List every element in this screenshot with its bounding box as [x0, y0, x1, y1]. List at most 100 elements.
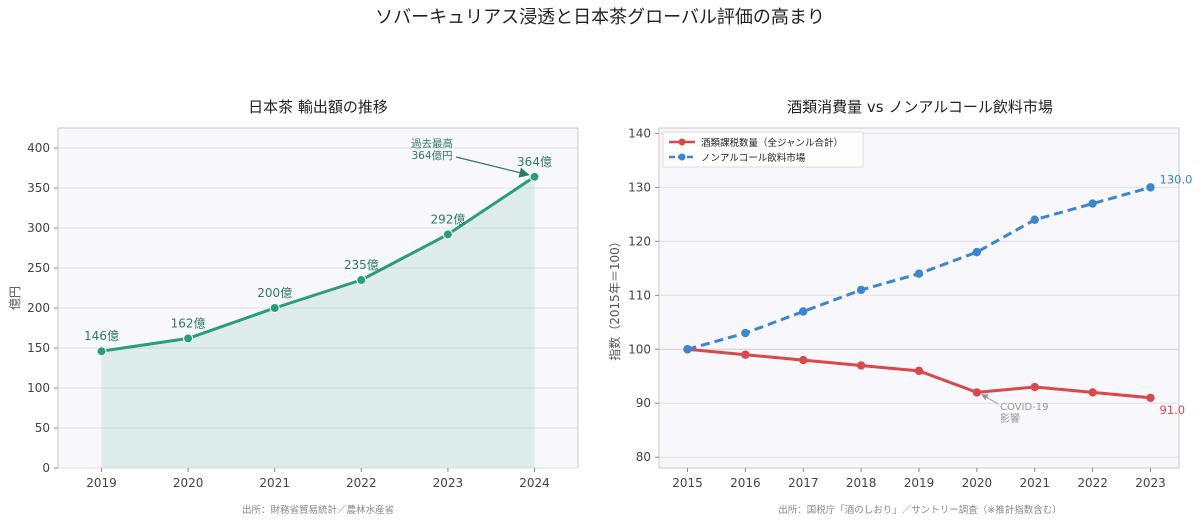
- data-point-nonalcohol: [856, 285, 866, 295]
- tea-export-chart: 日本茶 輸出額の推移 0 50 100 150 200 250 300 350 400 2019…: [8, 98, 579, 516]
- tea-data-point: [183, 333, 194, 344]
- data-point-nonalcohol: [1088, 199, 1097, 208]
- alcohol-y-tick-label: 90: [636, 396, 651, 410]
- covid-annotation-line-2: 影響: [1000, 412, 1020, 425]
- tea-data-point: [356, 275, 367, 285]
- alcohol-x-tick-label: 2016: [730, 476, 761, 490]
- tea-gridlines: [58, 147, 578, 469]
- alcohol-x-tick-label: 2018: [846, 476, 877, 490]
- tea-y-tick-label: 100: [27, 381, 50, 395]
- legend-marker-alcohol: [678, 138, 686, 146]
- covid-annotation-arrow: [981, 393, 999, 405]
- alcohol-end-labels: 91.0 130.0: [1160, 172, 1193, 416]
- alcohol-y-axis: 80 90 100 110 120 130 140: [628, 126, 659, 464]
- tea-x-tick-label: 2024: [519, 476, 550, 490]
- alcohol-legend: 酒類課税数量（全ジャンル合計） ノンアルコール飲料市場: [662, 131, 864, 168]
- tea-x-tick-label: 2022: [346, 476, 377, 490]
- tea-y-tick-label: 200: [27, 301, 50, 315]
- alcohol-y-tick-label: 130: [628, 180, 651, 194]
- tea-y-tick-label: 350: [27, 181, 50, 195]
- legend-label-nonalcohol: ノンアルコール飲料市場: [701, 152, 806, 164]
- alcohol-y-tick-label: 110: [628, 288, 651, 302]
- data-point-alcohol: [1030, 382, 1039, 392]
- alcohol-x-axis: 2015 2016 2017 2018 2019 2020 2021 2022 2023: [672, 468, 1166, 490]
- tea-data-point: [442, 229, 453, 240]
- tea-annotation: 過去最高 364億円: [411, 137, 530, 178]
- legend-label-alcohol: 酒類課税数量（全ジャンル合計）: [701, 137, 843, 149]
- data-point-alcohol: [914, 366, 924, 376]
- figure-title: ソバーキュリアス浸透と日本茶グローバル評価の高まり: [375, 7, 825, 28]
- tea-y-axis-label: 億円: [8, 286, 22, 310]
- data-point-nonalcohol: [1146, 183, 1155, 192]
- tea-annotation-line-2: 364億円: [411, 149, 452, 162]
- data-point-alcohol: [799, 355, 808, 365]
- alcohol-y-axis-label: 指数（2015年＝100）: [607, 235, 622, 360]
- alcohol-x-tick-label: 2022: [1077, 476, 1108, 490]
- alcohol-x-tick-label: 2015: [672, 476, 703, 490]
- alcohol-chart-title: 酒類消費量 vs ノンアルコール飲料市場: [787, 98, 1053, 116]
- data-point-alcohol: [1088, 388, 1097, 397]
- tea-data-label: 364億: [517, 155, 552, 169]
- end-label-nonalcohol: 130.0: [1160, 172, 1193, 186]
- data-point-alcohol: [856, 361, 866, 370]
- tea-data-labels: 146億 162億 200億 235億 292億 364億: [84, 155, 552, 343]
- tea-y-tick-label: 400: [27, 141, 50, 155]
- alcohol-index-chart: 酒類消費量 vs ノンアルコール飲料市場 80 90 100 110 120 130 140…: [607, 98, 1192, 516]
- tea-x-tick-label: 2023: [433, 476, 464, 490]
- tea-y-tick-label: 250: [27, 261, 50, 275]
- data-point-nonalcohol: [683, 345, 692, 354]
- data-point-nonalcohol: [741, 328, 750, 338]
- tea-data-point: [269, 303, 280, 313]
- covid-annotation-line-1: COVID-19: [1000, 402, 1049, 413]
- tea-series-line: [101, 175, 536, 353]
- alcohol-x-tick-label: 2023: [1135, 476, 1166, 490]
- alcohol-y-tick-label: 120: [628, 234, 651, 248]
- data-point-nonalcohol: [799, 307, 808, 316]
- end-label-alcohol: 91.0: [1160, 403, 1186, 417]
- legend-box: [662, 131, 864, 168]
- alcohol-y-tick-label: 100: [628, 342, 651, 356]
- data-point-nonalcohol: [972, 247, 982, 257]
- data-point-nonalcohol: [1030, 215, 1039, 224]
- tea-data-point: [96, 346, 107, 357]
- alcohol-x-tick-label: 2021: [1019, 476, 1050, 490]
- legend-marker-nonalcohol: [678, 153, 686, 161]
- tea-y-tick-label: 150: [27, 341, 50, 355]
- tea-x-tick-label: 2019: [86, 476, 117, 490]
- alcohol-x-tick-label: 2020: [962, 476, 993, 490]
- tea-area-fill: [101, 176, 535, 469]
- tea-data-label: 235億: [344, 258, 379, 272]
- tea-x-tick-label: 2021: [259, 476, 290, 490]
- alcohol-y-tick-label: 140: [628, 126, 651, 140]
- tea-y-tick-label: 50: [35, 421, 50, 435]
- data-point-alcohol: [972, 388, 982, 397]
- tea-y-axis: 0 50 100 150 200 250 300 350 400: [27, 141, 58, 475]
- tea-y-tick-label: 300: [27, 221, 50, 235]
- covid-annotation: COVID-19 影響: [981, 393, 1049, 425]
- alcohol-series-group: [683, 183, 1155, 403]
- tea-source: 出所：財務省貿易統計／農林水産省: [242, 504, 394, 516]
- alcohol-plot-area: [658, 127, 1180, 469]
- alcohol-x-tick-label: 2017: [788, 476, 819, 490]
- tea-data-points: [96, 171, 540, 357]
- tea-data-label: 146億: [84, 329, 119, 343]
- tea-data-label: 292億: [430, 212, 465, 226]
- tea-chart-title: 日本茶 輸出額の推移: [248, 98, 388, 116]
- tea-annotation-line-1: 過去最高: [411, 137, 453, 150]
- tea-data-point: [529, 171, 540, 182]
- alcohol-x-tick-label: 2019: [904, 476, 935, 490]
- tea-y-tick-label: 0: [42, 461, 50, 475]
- tea-x-axis: 2019 2020 2021 2022 2023 2024: [86, 468, 550, 490]
- data-point-nonalcohol: [914, 269, 924, 278]
- tea-annotation-arrow: [455, 156, 530, 178]
- alcohol-source: 出所：国税庁「酒のしおり」／サントリー調査（※推計指数含む）: [778, 504, 1061, 516]
- tea-x-tick-label: 2020: [173, 476, 204, 490]
- tea-data-label: 200億: [257, 286, 292, 300]
- tea-plot-area: [57, 127, 579, 469]
- data-point-alcohol: [1146, 393, 1155, 403]
- tea-data-label: 162億: [171, 316, 206, 330]
- data-point-alcohol: [741, 350, 750, 359]
- alcohol-y-tick-label: 80: [636, 450, 651, 464]
